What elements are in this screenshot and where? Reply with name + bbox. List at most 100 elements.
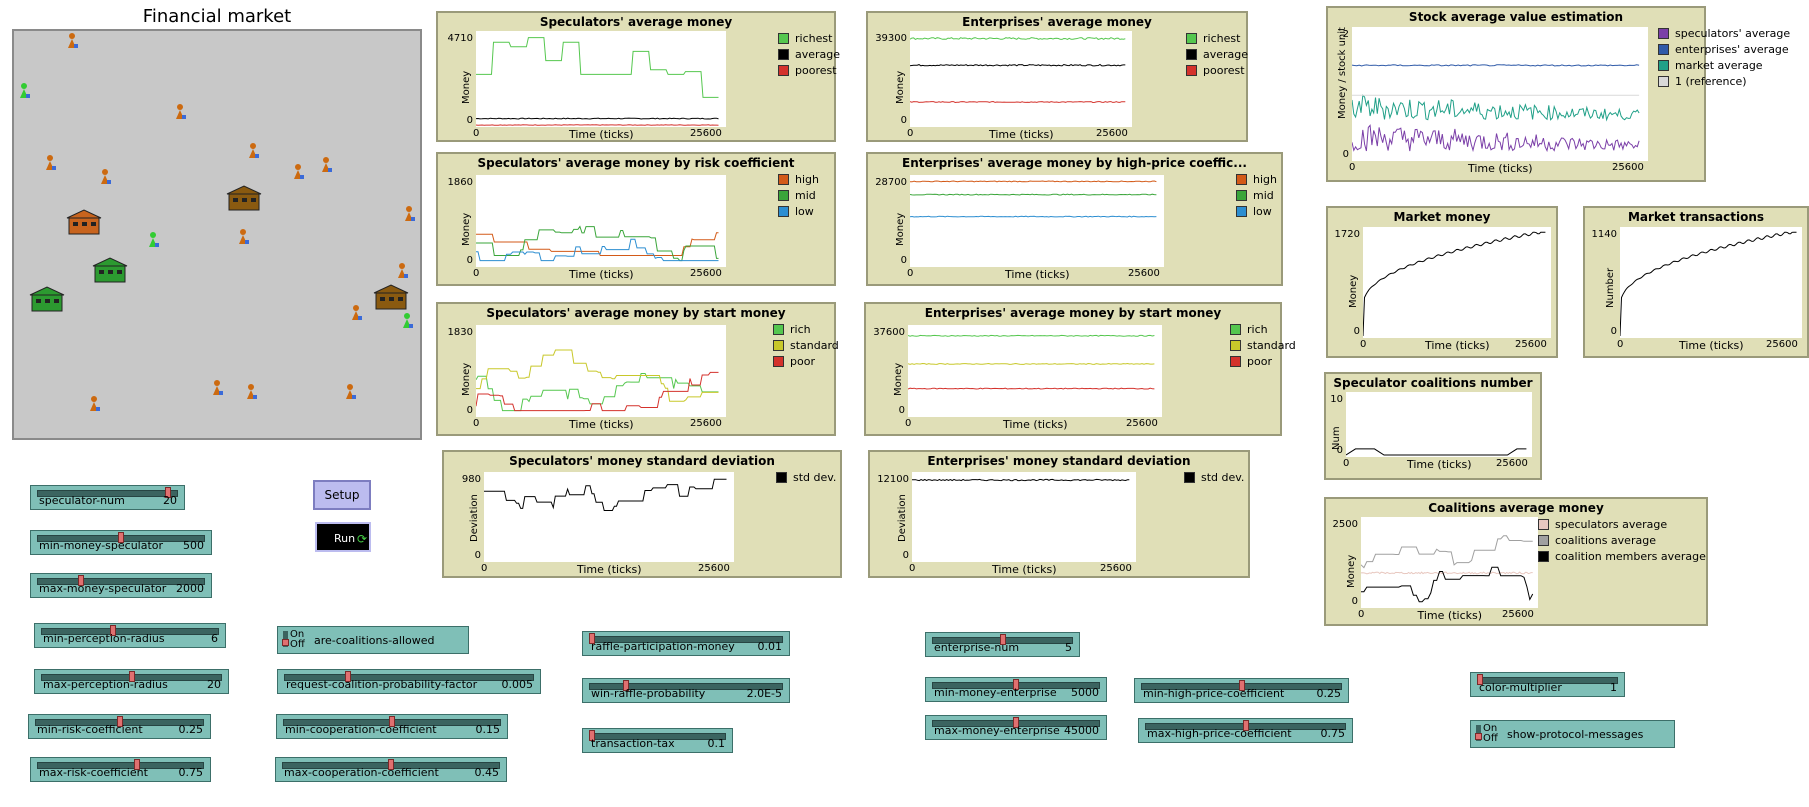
x-max-tick: 25600 bbox=[1502, 609, 1534, 620]
legend-swatch bbox=[773, 355, 784, 367]
slider-max-perception-radius[interactable]: max-perception-radius 20 bbox=[34, 669, 229, 694]
slider-handle[interactable] bbox=[589, 633, 595, 644]
x-axis-label: Time (ticks) bbox=[569, 418, 634, 431]
plot-legend: speculators average coalitions average coa… bbox=[1538, 516, 1706, 564]
x-min-tick: 0 bbox=[473, 128, 480, 139]
slider-handle[interactable] bbox=[77, 575, 84, 586]
slider-handle[interactable] bbox=[1013, 679, 1019, 690]
legend-item: low bbox=[1236, 203, 1277, 219]
series-line bbox=[476, 117, 719, 120]
slider-track[interactable] bbox=[41, 628, 219, 635]
slider-handle[interactable] bbox=[1013, 717, 1019, 728]
legend-swatch bbox=[776, 471, 787, 483]
slider-min-high-price-coefficient[interactable]: min-high-price-coefficient 0.25 bbox=[1134, 678, 1349, 703]
slider-value: 0.75 bbox=[1320, 727, 1346, 740]
slider-value: 0.1 bbox=[707, 737, 726, 750]
plot-title: Enterprises' average money by high-price… bbox=[902, 156, 1247, 170]
slider-enterprise-num[interactable]: enterprise-num 5 bbox=[925, 632, 1080, 657]
slider-win-raffle-probability[interactable]: win-raffle-probability 2.0E-5 bbox=[582, 678, 790, 703]
slider-max-high-price-coefficient[interactable]: max-high-price-coefficient 0.75 bbox=[1138, 718, 1353, 743]
x-axis-label: Time (ticks) bbox=[1417, 609, 1483, 622]
legend-swatch bbox=[773, 323, 784, 335]
slider-label: max-high-price-coefficient bbox=[1147, 727, 1292, 740]
series-line bbox=[910, 180, 1157, 183]
slider-transaction-tax[interactable]: transaction-tax 0.1 bbox=[582, 728, 733, 753]
setup-button[interactable]: Setup bbox=[313, 480, 371, 510]
slider-handle[interactable] bbox=[999, 634, 1006, 645]
slider-handle[interactable] bbox=[118, 532, 124, 543]
y-max-tick: 12100 bbox=[877, 474, 909, 485]
slider-max-money-enterprise[interactable]: max-money-enterprise 45000 bbox=[925, 715, 1107, 740]
slider-handle[interactable] bbox=[128, 671, 135, 682]
legend-label: richest bbox=[795, 31, 833, 45]
slider-handle[interactable] bbox=[388, 759, 394, 770]
slider-label: min-money-enterprise bbox=[934, 686, 1057, 699]
x-axis-label: Time (ticks) bbox=[1679, 339, 1744, 352]
slider-max-money-speculator[interactable]: max-money-speculator 2000 bbox=[30, 573, 212, 598]
legend-label: std dev. bbox=[1201, 470, 1245, 484]
legend-item: high bbox=[778, 171, 819, 187]
x-min-tick: 0 bbox=[1343, 458, 1350, 469]
slider-track[interactable] bbox=[284, 674, 534, 681]
speculator-green-icon bbox=[403, 313, 413, 328]
x-axis-label: Time (ticks) bbox=[1425, 339, 1490, 352]
run-button-label: Run bbox=[334, 532, 356, 545]
y-min-tick: 0 bbox=[1342, 149, 1349, 160]
slider-max-cooperation-coefficient[interactable]: max-cooperation-coefficient 0.45 bbox=[275, 757, 507, 782]
switch-label: show-protocol-messages bbox=[1507, 728, 1644, 741]
y-axis-label: Deviation bbox=[469, 494, 480, 542]
slider-label: min-perception-radius bbox=[43, 632, 165, 645]
slider-value: 0.005 bbox=[501, 678, 534, 691]
slider-track[interactable] bbox=[37, 490, 178, 497]
switch-are-coalitions-allowed[interactable]: On Off are-coalitions-allowed bbox=[277, 626, 469, 654]
legend-label: mid bbox=[795, 188, 816, 202]
slider-min-money-speculator[interactable]: min-money-speculator 500 bbox=[30, 530, 212, 555]
run-button[interactable]: Run ⟳ bbox=[315, 522, 371, 552]
slider-color-multiplier[interactable]: color-multiplier 1 bbox=[1470, 672, 1625, 697]
slider-max-risk-coefficient[interactable]: max-risk-coefficient 0.75 bbox=[30, 757, 211, 782]
plot-stock: Stock average value estimation 2 0 0 25600 Ti… bbox=[1326, 6, 1790, 182]
slider-handle[interactable] bbox=[116, 716, 123, 727]
x-max-tick: 25600 bbox=[690, 418, 722, 429]
slider-handle[interactable] bbox=[1242, 720, 1249, 731]
slider-track[interactable] bbox=[37, 578, 205, 585]
slider-track[interactable] bbox=[37, 762, 204, 769]
plot-legend: std dev. bbox=[776, 469, 836, 485]
slider-min-cooperation-coefficient[interactable]: min-cooperation-coefficient 0.15 bbox=[276, 714, 508, 739]
series-line bbox=[1352, 64, 1640, 67]
slider-handle[interactable] bbox=[109, 625, 116, 636]
slider-min-perception-radius[interactable]: min-perception-radius 6 bbox=[34, 623, 226, 648]
speculator-green-icon bbox=[20, 83, 30, 98]
series-line bbox=[476, 37, 719, 98]
slider-handle[interactable] bbox=[133, 759, 140, 770]
legend-item: rich bbox=[773, 321, 839, 337]
slider-handle[interactable] bbox=[165, 487, 172, 498]
legend-swatch bbox=[1230, 323, 1241, 335]
slider-speculator-num[interactable]: speculator-num 20 bbox=[30, 485, 185, 510]
slider-raffle-participation-money[interactable]: raffle-participation-money 0.01 bbox=[582, 631, 790, 656]
slider-min-money-enterprise[interactable]: min-money-enterprise 5000 bbox=[925, 677, 1107, 702]
slider-handle[interactable] bbox=[389, 716, 395, 727]
world-view[interactable] bbox=[12, 29, 422, 440]
slider-handle[interactable] bbox=[589, 730, 595, 741]
legend-label: richest bbox=[1203, 31, 1241, 45]
slider-handle[interactable] bbox=[1477, 674, 1483, 685]
slider-value: 45000 bbox=[1064, 724, 1099, 737]
legend-label: standard bbox=[1247, 338, 1296, 352]
slider-handle[interactable] bbox=[345, 671, 351, 682]
legend-swatch bbox=[778, 64, 789, 76]
legend-swatch bbox=[1184, 471, 1195, 483]
slider-handle[interactable] bbox=[622, 680, 629, 691]
slider-request-coalition-probability-factor[interactable]: request-coalition-probability-factor 0.00… bbox=[277, 669, 541, 694]
slider-handle[interactable] bbox=[1238, 680, 1245, 691]
plot-title: Market money bbox=[1393, 210, 1491, 224]
switch-knob[interactable] bbox=[282, 631, 289, 647]
plot-title: Enterprises' money standard deviation bbox=[927, 454, 1191, 468]
plot-lines bbox=[1352, 64, 1640, 153]
switch-knob[interactable] bbox=[1475, 725, 1482, 741]
plot-lines bbox=[1346, 448, 1527, 456]
slider-track[interactable] bbox=[589, 683, 783, 690]
switch-show-protocol-messages[interactable]: On Off show-protocol-messages bbox=[1470, 720, 1675, 748]
plot-legend: rich standard poor bbox=[773, 321, 839, 369]
slider-min-risk-coefficient[interactable]: min-risk-coefficient 0.25 bbox=[28, 714, 211, 739]
